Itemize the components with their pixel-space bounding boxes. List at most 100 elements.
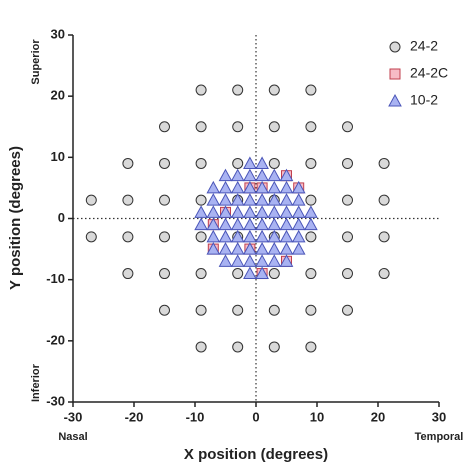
point (230, 180, 245, 194)
y-tick-label: -30 (46, 393, 65, 408)
nasal-label: Nasal (58, 431, 87, 443)
point (243, 193, 257, 206)
x-tick-label: 10 (310, 409, 324, 424)
point (159, 157, 170, 169)
point (232, 268, 244, 280)
point (159, 231, 170, 243)
point (255, 205, 269, 218)
point (218, 229, 233, 243)
x-tick-label: 20 (371, 409, 385, 424)
point (268, 268, 280, 280)
point (255, 217, 269, 231)
y-tick-label: -20 (46, 332, 65, 347)
point (291, 217, 306, 231)
point (230, 193, 245, 206)
point (267, 205, 282, 218)
point (279, 205, 294, 218)
point (230, 254, 245, 267)
point (206, 217, 221, 231)
point (268, 341, 280, 353)
point (305, 84, 317, 96)
point (243, 156, 257, 169)
y-axis-label: Y position (degrees) (7, 146, 24, 290)
x-tick-label: 0 (252, 409, 259, 424)
point (305, 194, 317, 206)
point (268, 84, 280, 96)
point (195, 121, 207, 133)
point (122, 268, 134, 280)
superior-label: Superior (30, 39, 42, 85)
point (85, 231, 97, 243)
point (85, 194, 97, 206)
point (243, 205, 257, 218)
point (291, 242, 306, 255)
x-tick-label: 30 (432, 409, 446, 424)
point (378, 268, 390, 280)
point (378, 231, 390, 243)
legend-marker (389, 41, 401, 53)
point (232, 341, 244, 353)
point (291, 205, 306, 218)
point (195, 268, 207, 280)
point (218, 168, 233, 182)
point (194, 217, 208, 231)
point (279, 254, 294, 267)
point (230, 217, 245, 231)
point (304, 205, 318, 218)
point (255, 229, 269, 243)
x-tick-label: -10 (186, 409, 205, 424)
point (304, 217, 318, 231)
point (218, 180, 233, 194)
point (255, 156, 269, 169)
y-tick-label: 0 (58, 210, 65, 225)
point (206, 193, 221, 206)
point (305, 341, 317, 353)
point (232, 84, 244, 96)
point (206, 205, 221, 218)
point (267, 254, 282, 267)
point (243, 217, 257, 231)
point (279, 217, 294, 231)
point (342, 268, 353, 280)
point (243, 242, 257, 255)
point (378, 194, 390, 206)
point (268, 304, 280, 316)
point (279, 180, 294, 194)
point (159, 121, 170, 133)
point (232, 304, 244, 316)
point (195, 304, 207, 316)
y-tick-label: 30 (51, 26, 65, 41)
x-tick-label: -20 (125, 409, 144, 424)
point (122, 231, 134, 243)
point (255, 266, 269, 280)
point (267, 242, 282, 255)
point (243, 254, 257, 267)
point (291, 193, 306, 206)
point (342, 157, 353, 169)
point (195, 84, 207, 96)
point (159, 194, 170, 206)
point (195, 157, 207, 169)
point (267, 229, 282, 243)
point (243, 180, 257, 194)
point (232, 157, 244, 169)
legend-label: 10-2 (410, 92, 438, 108)
point (206, 242, 221, 255)
point (279, 168, 294, 182)
point (195, 341, 207, 353)
legend-marker (389, 68, 401, 80)
inferior-label: Inferior (30, 363, 42, 402)
point (342, 121, 353, 133)
point (218, 217, 233, 231)
point (255, 254, 269, 267)
point (255, 168, 269, 182)
point (243, 168, 257, 182)
point (305, 268, 317, 280)
point (305, 121, 317, 133)
point (342, 304, 353, 316)
point (279, 242, 294, 255)
legend-marker (388, 93, 402, 107)
point (255, 193, 269, 206)
point (230, 168, 245, 182)
